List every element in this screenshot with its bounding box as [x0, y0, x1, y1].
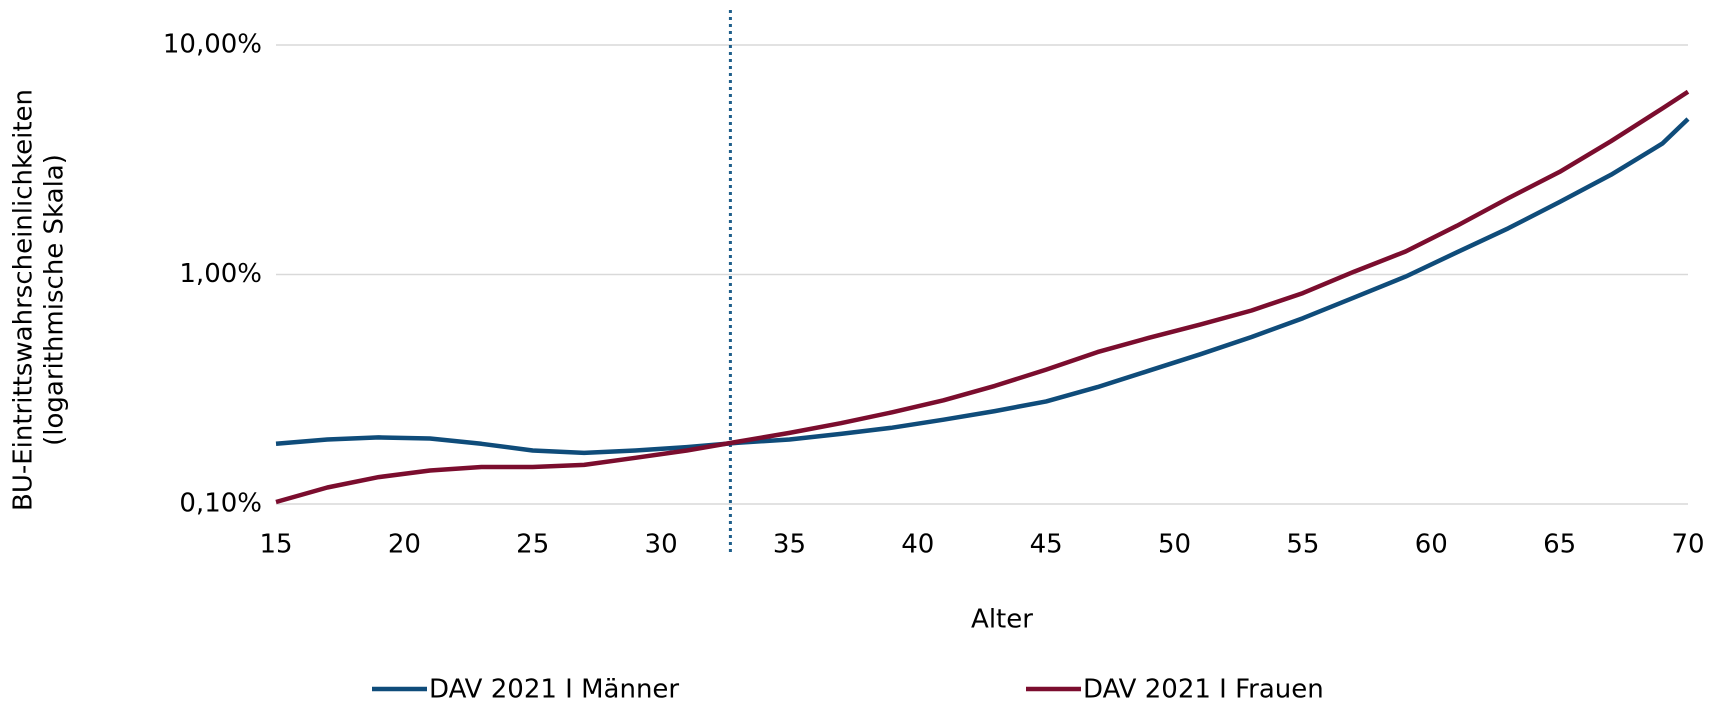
- x-tick-label: 40: [901, 530, 934, 560]
- x-tick-label: 55: [1286, 530, 1319, 560]
- series-line: [275, 89, 1690, 505]
- x-tick-label: 20: [388, 530, 421, 560]
- x-tick-label: 30: [645, 530, 678, 560]
- legend-label: DAV 2021 I Frauen: [1083, 675, 1324, 703]
- x-tick-label: 60: [1415, 530, 1448, 560]
- x-tick-label: 35: [773, 530, 806, 560]
- x-tick-label: 50: [1158, 530, 1191, 560]
- legend-label: DAV 2021 I Männer: [429, 675, 679, 703]
- x-tick-label: 15: [259, 530, 292, 560]
- x-tick-label: 45: [1030, 530, 1063, 560]
- series-line: [275, 117, 1690, 456]
- y-axis-title: BU-Eintrittswahrscheinlichkeiten: [9, 89, 39, 511]
- y-tick-label: 10,00%: [163, 30, 262, 60]
- x-tick-label: 70: [1671, 530, 1704, 560]
- y-tick-label: 0,10%: [179, 489, 262, 519]
- x-tick-label: 65: [1543, 530, 1576, 560]
- x-tick-label: 25: [516, 530, 549, 560]
- x-axis-title: Alter: [971, 605, 1033, 635]
- y-tick-label: 1,00%: [179, 259, 262, 289]
- y-axis-title: (logarithmische Skala): [40, 154, 70, 446]
